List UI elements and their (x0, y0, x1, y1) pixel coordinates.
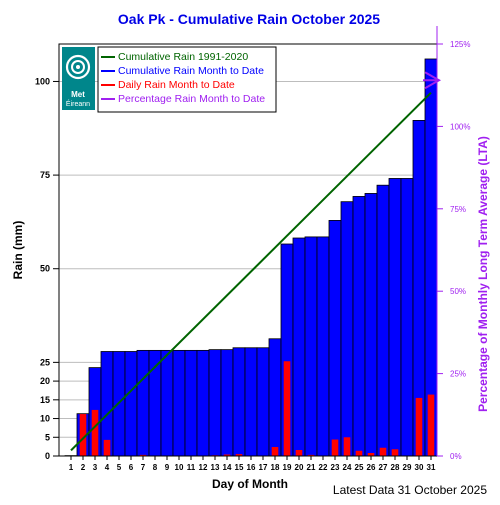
x-tick-label: 27 (379, 463, 388, 472)
cumulative-bar (161, 350, 173, 456)
x-tick-label: 12 (199, 463, 208, 472)
cumulative-bar (233, 348, 245, 456)
logo-text-eireann: Éireann (66, 99, 90, 108)
y-axis-label: Rain (mm) (11, 221, 25, 280)
x-tick-label: 6 (129, 463, 134, 472)
cumulative-bar (329, 220, 341, 456)
cumulative-bar (197, 350, 209, 456)
x-tick-label: 11 (187, 463, 196, 472)
y2-tick-label: 75% (450, 205, 466, 214)
y-tick-label: 5 (45, 432, 50, 442)
cumulative-bar (269, 339, 281, 456)
daily-bar (284, 361, 291, 456)
daily-bar (92, 410, 99, 456)
x-tick-label: 2 (81, 463, 86, 472)
y-tick-label: 0 (45, 451, 50, 461)
daily-bar (104, 440, 111, 456)
y2-tick-label: 0% (450, 452, 462, 461)
x-tick-label: 21 (307, 463, 316, 472)
daily-bar (332, 440, 339, 456)
legend-label: Cumulative Rain 1991-2020 (118, 51, 248, 63)
x-tick-label: 31 (427, 463, 436, 472)
y-tick-label: 25 (40, 357, 50, 367)
x-tick-label: 25 (355, 463, 364, 472)
x-tick-label: 24 (343, 463, 352, 472)
x-tick-label: 10 (175, 463, 184, 472)
y-tick-label: 10 (40, 414, 50, 424)
y-tick-label: 20 (40, 376, 50, 386)
y-tick-label: 15 (40, 395, 50, 405)
x-tick-label: 9 (165, 463, 170, 472)
x-tick-label: 13 (211, 463, 220, 472)
x-axis-label: Day of Month (212, 477, 288, 491)
legend-label: Percentage Rain Month to Date (118, 93, 265, 105)
y2-tick-label: 100% (450, 122, 470, 131)
cumulative-bar (293, 238, 305, 456)
cumulative-bar (365, 193, 377, 456)
y-tick-label: 100 (35, 76, 50, 86)
logo-swirl-center (76, 65, 80, 69)
cumulative-bar (209, 350, 221, 456)
x-tick-label: 22 (319, 463, 328, 472)
cumulative-bar (341, 202, 353, 456)
y2-tick-label: 125% (450, 40, 470, 49)
x-tick-label: 3 (93, 463, 98, 472)
cumulative-bar (221, 350, 233, 456)
x-tick-label: 15 (235, 463, 244, 472)
daily-bar (392, 449, 399, 456)
x-tick-label: 8 (153, 463, 158, 472)
x-tick-label: 20 (295, 463, 304, 472)
cumulative-bar (185, 350, 197, 456)
cumulative-bar (305, 237, 317, 456)
cumulative-bar (245, 348, 257, 456)
x-tick-label: 29 (403, 463, 412, 472)
chart-title: Oak Pk - Cumulative Rain October 2025 (118, 11, 380, 27)
daily-bar (296, 450, 303, 456)
cumulative-bar (173, 350, 185, 456)
x-tick-label: 19 (283, 463, 292, 472)
y2-axis-label: Percentage of Monthly Long Term Average … (476, 136, 490, 412)
x-tick-label: 18 (271, 463, 280, 472)
daily-bar (344, 437, 351, 456)
y2-tick-label: 50% (450, 287, 466, 296)
cumulative-bar (353, 196, 365, 456)
x-tick-label: 5 (117, 463, 122, 472)
y2-tick-label: 25% (450, 370, 466, 379)
x-tick-label: 1 (69, 463, 74, 472)
cumulative-bar (125, 352, 137, 456)
legend: Cumulative Rain 1991-2020 Cumulative Rain… (98, 47, 276, 112)
legend-label: Daily Rain Month to Date (118, 79, 235, 91)
cumulative-bar (137, 350, 149, 456)
x-tick-label: 30 (415, 463, 424, 472)
daily-bar (272, 447, 279, 456)
x-tick-label: 28 (391, 463, 400, 472)
cumulative-bar (377, 185, 389, 456)
legend-label: Cumulative Rain Month to Date (118, 65, 264, 77)
daily-bar (380, 448, 387, 456)
footer-text: Latest Data 31 October 2025 (333, 483, 487, 497)
x-tick-label: 16 (247, 463, 256, 472)
x-tick-label: 7 (141, 463, 146, 472)
logo-text-met: Met (71, 90, 85, 99)
x-tick-label: 4 (105, 463, 110, 472)
x-tick-label: 14 (223, 463, 232, 472)
daily-bar (428, 395, 435, 456)
y-tick-label: 50 (40, 264, 50, 274)
y-tick-label: 75 (40, 170, 50, 180)
cumulative-bar (389, 178, 401, 456)
daily-bar (356, 451, 363, 456)
cumulative-bar (317, 237, 329, 456)
x-tick-label: 26 (367, 463, 376, 472)
x-tick-label: 23 (331, 463, 340, 472)
x-tick-label: 17 (259, 463, 268, 472)
cumulative-bar (401, 178, 413, 456)
daily-bar (416, 398, 423, 456)
cumulative-bar (257, 348, 269, 456)
